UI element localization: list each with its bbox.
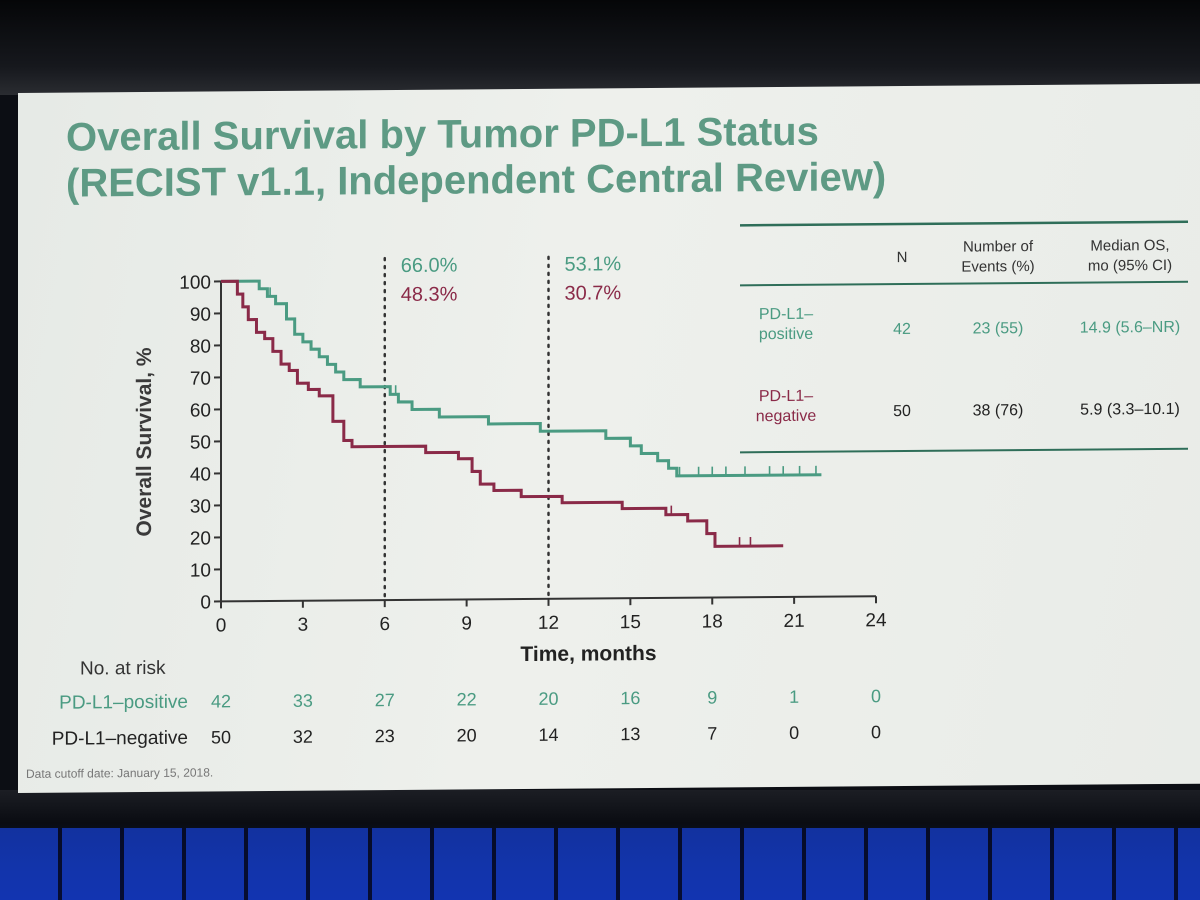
annotation-positive-month-6: 66.0% [401, 255, 458, 277]
risk-value-negative: 32 [293, 727, 313, 747]
y-axis-label: Overall Survival, % [133, 347, 156, 537]
risk-value-negative: 7 [707, 724, 717, 744]
room-background-top [0, 0, 1200, 95]
x-tick-label: 21 [784, 611, 805, 632]
y-tick-label: 40 [190, 464, 211, 485]
x-tick-label: 18 [702, 611, 723, 632]
table-row-positive-median: 14.9 (5.6–NR) [1080, 319, 1180, 337]
y-tick-label: 30 [190, 496, 211, 517]
y-tick-label: 90 [190, 304, 211, 325]
table-top-rule [740, 220, 1188, 227]
x-tick-label: 12 [538, 613, 559, 634]
survival-curves [221, 279, 822, 548]
x-tick-label: 24 [865, 610, 887, 631]
risk-value-negative: 50 [211, 727, 231, 747]
y-tick-label: 80 [190, 336, 211, 357]
risk-table-title: No. at risk [80, 658, 166, 680]
table-row-positive-events: 23 (55) [973, 320, 1024, 337]
y-tick-label: 0 [200, 592, 211, 613]
risk-value-positive: 22 [457, 689, 477, 709]
y-tick-label: 70 [190, 368, 211, 389]
risk-label-positive: PD-L1–positive [59, 692, 188, 714]
footnote: Data cutoff date: January 15, 2018. [26, 765, 213, 780]
table-row-negative-label-1: PD-L1– [759, 388, 813, 405]
risk-value-negative: 20 [457, 725, 477, 745]
risk-value-positive: 16 [620, 688, 640, 708]
table-header-median-2: mo (95% CI) [1088, 257, 1172, 275]
table-row-positive-n: 42 [893, 321, 911, 338]
table-row-positive-label-1: PD-L1– [759, 306, 813, 323]
y-tick-label: 60 [190, 400, 211, 421]
x-tick-label: 3 [298, 615, 309, 636]
x-tick-label: 6 [379, 614, 390, 635]
table-header-events-2: Events (%) [961, 258, 1034, 276]
table-header-events-1: Number of [963, 238, 1034, 256]
x-axis-label: Time, months [520, 642, 656, 666]
risk-value-negative: 14 [538, 725, 558, 745]
number-at-risk-table: No. at risk PD-L1–positive PD-L1–negativ… [52, 658, 881, 750]
table-header-n: N [897, 249, 908, 266]
survival-curve-negative [221, 279, 784, 548]
y-tick-label: 10 [190, 560, 211, 581]
risk-label-negative: PD-L1–negative [52, 728, 188, 750]
annotation-positive-month-12: 53.1% [565, 253, 622, 275]
table-row-positive-label-2: positive [759, 326, 813, 343]
chart-axes: 0 10 20 30 40 50 60 70 80 90 100 0 3 6 9 12 15 18 21 24 [179, 272, 887, 636]
table-row-negative-events: 38 (76) [973, 402, 1024, 419]
table-header-rule [740, 280, 1188, 287]
summary-table: N Number of Events (%) Median OS, mo (95… [740, 220, 1188, 454]
risk-value-positive: 33 [293, 691, 313, 711]
x-tick-label: 0 [216, 615, 227, 636]
y-tick-label: 100 [179, 272, 211, 293]
risk-value-positive: 9 [707, 688, 717, 708]
annotation-negative-month-6: 48.3% [401, 284, 458, 306]
risk-value-positive: 1 [789, 687, 799, 707]
led-screen-strip [0, 828, 1200, 900]
y-tick-label: 50 [190, 432, 211, 453]
risk-value-negative: 0 [871, 722, 881, 742]
risk-value-negative: 13 [620, 724, 640, 744]
risk-value-positive: 27 [375, 690, 395, 710]
x-tick-label: 9 [461, 613, 472, 634]
table-row-negative-label-2: negative [756, 408, 817, 425]
risk-value-positive: 20 [538, 689, 558, 709]
risk-value-negative: 23 [375, 726, 395, 746]
table-header-median-1: Median OS, [1090, 237, 1169, 255]
table-bottom-rule [740, 447, 1188, 454]
presentation-slide: Overall Survival by Tumor PD-L1 Status (… [18, 83, 1200, 793]
survival-curve-positive [221, 279, 822, 478]
reference-lines [383, 255, 550, 602]
risk-value-positive: 42 [211, 691, 231, 711]
risk-value-negative: 0 [789, 723, 799, 743]
annotation-negative-month-12: 30.7% [565, 282, 622, 304]
table-row-negative-n: 50 [893, 403, 911, 420]
risk-value-positive: 0 [871, 686, 881, 706]
y-tick-label: 20 [190, 528, 211, 549]
timepoint-annotations: 66.0% 53.1% 48.3% 30.7% [401, 253, 622, 306]
table-row-negative-median: 5.9 (3.3–10.1) [1080, 401, 1180, 419]
x-tick-label: 15 [620, 612, 641, 633]
